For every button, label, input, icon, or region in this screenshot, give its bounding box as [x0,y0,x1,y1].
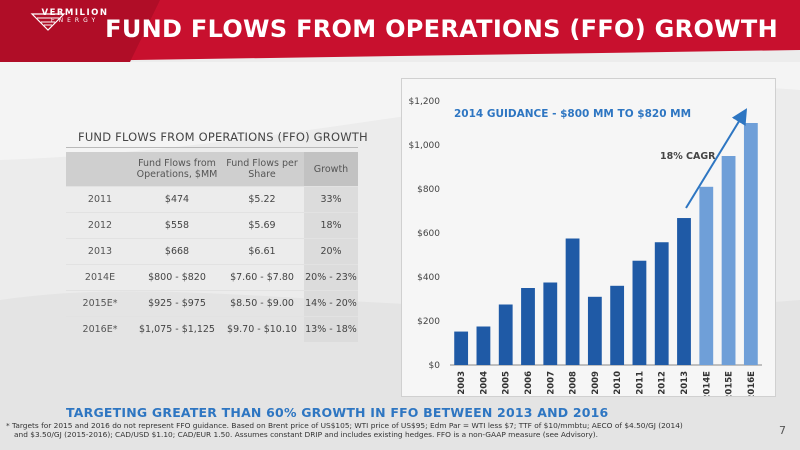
bar-2010 [610,285,625,365]
x-tick-label: 2010 [613,371,623,395]
table-cell-ffo: $925 - $975 [134,290,220,317]
x-tick-label: 2009 [591,371,601,395]
table-cell-year: 2014E [66,264,134,291]
bar-2005 [498,304,513,365]
table-cell-year: 2015E* [66,290,134,317]
table-cell-per-share: $8.50 - $9.00 [220,290,304,317]
bar-2016E [743,123,758,365]
table-cell-growth: 33% [304,186,358,213]
table-cell-per-share: $7.60 - $7.80 [220,264,304,291]
table-cell-growth: 20% - 23% [304,264,358,291]
x-tick-label: 2003 [457,371,467,395]
ffo-bar-chart: $0 $200 $400 $600 $800 $1,000 $1,200 2003 2004 2… [409,97,762,396]
x-tick-label: 2004 [479,371,489,395]
table-cell-per-share: $6.61 [220,238,304,265]
table-cell-growth: 14% - 20% [304,290,358,317]
x-tick-label: 2008 [569,371,579,395]
bar-2014E [699,186,714,365]
growth-target-headline: TARGETING GREATER THAN 60% GROWTH IN FFO… [66,405,609,420]
y-tick-label: $1,000 [409,141,441,151]
y-tick-label: $400 [417,273,440,283]
table-cell-year: 2011 [66,186,134,213]
table-cell-ffo: $800 - $820 [134,264,220,291]
footnote: * Targets for 2015 and 2016 do not repre… [6,421,766,439]
table-header-per-share: Fund Flows per Share [220,152,304,187]
y-tick-label: $600 [417,229,440,239]
footnote-line-2: and $3.50/GJ (2015-2016); CAD/USD $1.10;… [14,430,598,439]
ffo-chart-panel: $0 $200 $400 $600 $800 $1,000 $1,200 2003 2004 2… [401,78,776,397]
table-header-growth: Growth [304,152,358,187]
header-banner: VERMILION ENERGY FUND FLOWS FROM OPERATI… [0,0,800,62]
table-cell-per-share: $5.22 [220,186,304,213]
footnote-line-1: * Targets for 2015 and 2016 do not repre… [6,421,683,430]
table-cell-year: 2013 [66,238,134,265]
table-cell-ffo: $1,075 - $1,125 [134,316,220,342]
vermilion-logo: VERMILION ENERGY [30,8,120,56]
x-tick-label: 2015E [725,371,735,396]
header-background [0,0,800,62]
x-tick-label: 2014E [702,371,712,396]
cagr-arrow [685,108,748,209]
table-cell-ffo: $558 [134,212,220,239]
y-tick-label: $0 [429,361,441,371]
bar-2015E [721,156,736,365]
table-cell-growth: 13% - 18% [304,316,358,342]
table-cell-per-share: $9.70 - $10.10 [220,316,304,342]
y-tick-label: $200 [417,317,440,327]
table-header-row: Fund Flows from Operations, $MM Fund Flo… [66,152,358,187]
table-cell-ffo: $668 [134,238,220,265]
table-cell-growth: 20% [304,238,358,265]
table-cell-ffo: $474 [134,186,220,213]
table-row: 2016E* $1,075 - $1,125 $9.70 - $10.10 13… [66,316,358,342]
table-row: 2014E $800 - $820 $7.60 - $7.80 20% - 23… [66,264,358,291]
table-cell-per-share: $5.69 [220,212,304,239]
bar-2003 [454,331,469,365]
y-tick-label: $800 [417,185,440,195]
table-cell-growth: 18% [304,212,358,239]
bar-2013 [677,218,691,365]
logo-wordmark: VERMILION [41,8,109,18]
table-row: 2015E* $925 - $975 $8.50 - $9.00 14% - 2… [66,290,358,317]
bar-2004 [476,326,491,365]
x-tick-label: 2016E [747,371,757,396]
ffo-table: Fund Flows from Operations, $MM Fund Flo… [66,152,358,342]
y-tick-label: $1,200 [409,97,441,107]
cagr-annotation: 18% CAGR [660,151,716,162]
table-header-ffo: Fund Flows from Operations, $MM [134,152,220,187]
table-row: 2013 $668 $6.61 20% [66,238,358,265]
bar-2006 [521,288,535,365]
table-row: 2012 $558 $5.69 18% [66,212,358,239]
table-header-year [66,152,134,187]
x-tick-label: 2012 [658,371,668,395]
bar-2009 [587,296,602,365]
x-tick-label: 2007 [546,371,556,395]
x-tick-label: 2011 [635,371,645,395]
table-title: FUND FLOWS FROM OPERATIONS (FFO) GROWTH [78,130,368,144]
x-tick-label: 2006 [524,371,534,395]
logo-flame-icon [30,13,66,31]
table-cell-year: 2012 [66,212,134,239]
logo-subword: ENERGY [50,17,100,24]
bar-2011 [632,260,647,365]
page-title: FUND FLOWS FROM OPERATIONS (FFO) GROWTH [105,15,778,43]
bar-2007 [543,282,558,365]
table-title-divider [66,147,358,148]
bar-2012 [654,242,669,365]
table-cell-year: 2016E* [66,316,134,342]
x-tick-label: 2005 [502,371,512,395]
x-tick-label: 2013 [680,371,690,395]
page-number: 7 [779,424,786,437]
table-row: 2011 $474 $5.22 33% [66,186,358,213]
bar-2008 [565,238,580,365]
guidance-annotation: 2014 GUIDANCE - $800 MM TO $820 MM [454,108,691,120]
